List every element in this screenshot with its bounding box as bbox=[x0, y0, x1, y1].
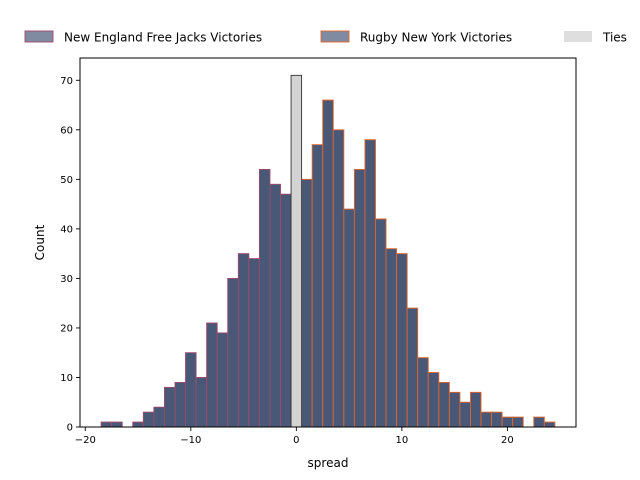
bar-new_england-10 bbox=[216, 332, 229, 428]
bar-new_england-12 bbox=[237, 253, 250, 428]
bar-rugby_ny-7 bbox=[375, 218, 387, 428]
bar-new_england-6 bbox=[174, 381, 186, 428]
bar-rugby_ny-19 bbox=[501, 416, 514, 428]
bar-rugby_ny-21 bbox=[533, 416, 545, 428]
y-tick-label: 50 bbox=[60, 175, 73, 186]
bar-new_england-11 bbox=[227, 277, 239, 428]
x-tick-label: −10 bbox=[180, 435, 201, 446]
bar-rugby_ny-12 bbox=[427, 372, 440, 428]
bar-rugby_ny-8 bbox=[385, 248, 398, 428]
bar-new_england-1 bbox=[111, 421, 123, 428]
legend: New England Free Jacks Victories Rugby Ne… bbox=[24, 30, 627, 45]
y-tick-label: 40 bbox=[60, 224, 73, 235]
bar-rugby_ny-9 bbox=[396, 253, 408, 428]
bar-rugby_ny-22 bbox=[543, 421, 556, 428]
bar-rugby_ny-10 bbox=[406, 307, 419, 428]
bar-new_england-5 bbox=[163, 386, 176, 428]
y-tick-label: 0 bbox=[67, 423, 73, 434]
bar-new_england-3 bbox=[142, 411, 155, 428]
bar-new_england-8 bbox=[195, 377, 208, 428]
y-tick-label: 10 bbox=[60, 373, 73, 384]
y-axis: 0 10 20 30 40 50 60 70 bbox=[60, 76, 80, 434]
bar-rugby_ny-11 bbox=[417, 357, 429, 428]
bar-new_england-9 bbox=[206, 322, 218, 428]
y-tick-label: 20 bbox=[60, 323, 73, 334]
bar-rugby_ny-6 bbox=[364, 139, 376, 428]
bar-rugby_ny-13 bbox=[438, 381, 450, 428]
bar-new_england-13 bbox=[248, 258, 260, 428]
bar-rugby_ny-17 bbox=[480, 411, 493, 428]
bar-rugby_ny-15 bbox=[459, 401, 471, 428]
bar-new_england-0 bbox=[100, 421, 113, 428]
bar-new_england-14 bbox=[258, 168, 271, 428]
x-tick-label: 0 bbox=[293, 435, 299, 446]
legend-label-ties: Ties bbox=[602, 31, 627, 45]
bar-new_england-4 bbox=[153, 406, 165, 428]
bar-rugby_ny-16 bbox=[470, 391, 482, 428]
bar-rugby_ny-18 bbox=[491, 411, 503, 428]
legend-label-rugby_ny: Rugby New York Victories bbox=[360, 31, 512, 45]
bar-new_england-16 bbox=[280, 193, 292, 428]
bar-rugby_ny-0 bbox=[301, 178, 313, 428]
x-tick-label: 20 bbox=[501, 435, 514, 446]
bar-new_england-15 bbox=[269, 183, 281, 428]
x-axis-label: spread bbox=[308, 456, 349, 470]
bar-rugby_ny-14 bbox=[448, 391, 461, 428]
x-tick-label: 10 bbox=[396, 435, 409, 446]
bar-rugby_ny-2 bbox=[322, 99, 334, 428]
y-tick-label: 60 bbox=[60, 125, 73, 136]
plot-area bbox=[79, 57, 577, 428]
y-tick-label: 70 bbox=[60, 76, 73, 87]
histogram-bars bbox=[100, 74, 556, 428]
bar-rugby_ny-20 bbox=[512, 416, 524, 428]
legend-swatch-rugby_ny bbox=[320, 30, 350, 43]
bar-rugby_ny-5 bbox=[353, 168, 366, 428]
y-axis-label: Count bbox=[33, 224, 47, 260]
legend-swatch-ties bbox=[564, 31, 592, 42]
bar-ties-0 bbox=[290, 74, 303, 428]
bar-rugby_ny-1 bbox=[311, 144, 324, 428]
bar-new_england-7 bbox=[185, 352, 197, 428]
legend-swatch-new_england bbox=[24, 30, 54, 43]
x-axis: −20 −10 0 10 20 bbox=[75, 427, 514, 446]
bar-rugby_ny-4 bbox=[343, 208, 355, 428]
x-tick-label: −20 bbox=[75, 435, 96, 446]
legend-label-new_england: New England Free Jacks Victories bbox=[64, 31, 262, 45]
bar-rugby_ny-3 bbox=[332, 129, 345, 428]
bar-new_england-2 bbox=[132, 421, 144, 428]
y-tick-label: 30 bbox=[60, 274, 73, 285]
